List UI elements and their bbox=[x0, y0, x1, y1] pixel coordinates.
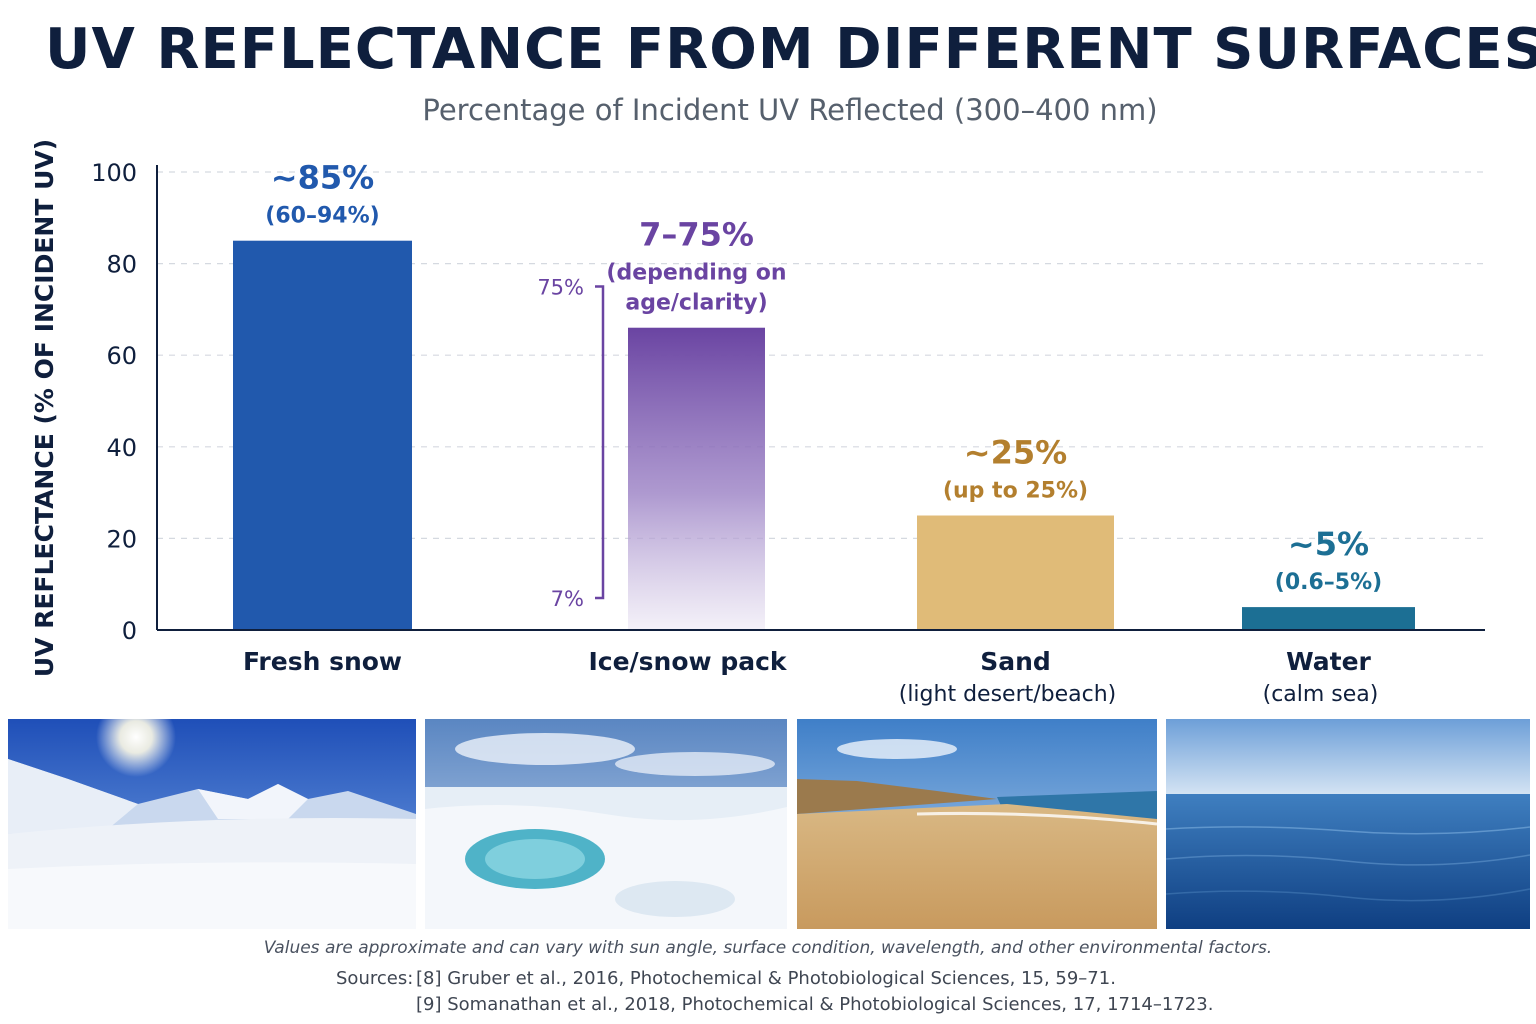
range-bracket bbox=[595, 285, 605, 600]
chart-subtitle: Percentage of Incident UV Reflected (300… bbox=[422, 93, 1158, 127]
range-label-low: 7% bbox=[551, 587, 584, 611]
source-item: [9] Somanathan et al., 2018, Photochemic… bbox=[416, 994, 1214, 1015]
x-tick-label: Ice/snow pack bbox=[588, 647, 787, 676]
x-tick-sublabel: (light desert/beach) bbox=[899, 682, 1117, 707]
data-label: ~25% bbox=[964, 434, 1067, 472]
bar-sand bbox=[917, 515, 1114, 630]
data-label-sub: (0.6–5%) bbox=[1275, 570, 1382, 595]
source-item: [8] Gruber et al., 2016, Photochemical &… bbox=[416, 968, 1116, 989]
fresh-snow-photo bbox=[8, 719, 416, 929]
y-tick-label: 40 bbox=[106, 434, 137, 462]
y-tick-label: 60 bbox=[106, 342, 137, 370]
sources: Sources: [8] Gruber et al., 2016, Photoc… bbox=[336, 966, 1213, 1018]
y-tick-label: 80 bbox=[106, 251, 137, 279]
data-label: ~5% bbox=[1288, 525, 1369, 563]
bar-water bbox=[1242, 607, 1415, 630]
chart-title: UV REFLECTANCE FROM DIFFERENT SURFACES bbox=[45, 17, 1536, 82]
range-label-high: 75% bbox=[537, 276, 584, 300]
x-tick-label: Water bbox=[1286, 647, 1371, 676]
y-tick-label: 100 bbox=[91, 159, 137, 187]
calm-sea-photo bbox=[1166, 719, 1530, 929]
data-label: ~85% bbox=[271, 159, 374, 197]
data-label-sub: (60–94%) bbox=[265, 204, 379, 229]
x-tick-label: Sand bbox=[980, 647, 1051, 676]
sand-beach-photo bbox=[797, 719, 1157, 929]
x-tick-sublabel: (calm sea) bbox=[1263, 682, 1379, 707]
ice-pack-photo bbox=[425, 719, 787, 929]
y-tick-label: 0 bbox=[122, 617, 137, 645]
y-tick-label: 20 bbox=[106, 525, 137, 553]
bar-fresh-snow bbox=[233, 240, 412, 630]
data-label-sub: age/clarity) bbox=[625, 291, 767, 316]
bar-ice-snow-pack bbox=[628, 327, 765, 630]
sources-label: Sources: bbox=[336, 968, 414, 989]
bar-chart: ~85% (60–94%) Fresh snow 7–75% (depending on… bbox=[30, 140, 1485, 707]
y-axis-label: UV REFLECTANCE (% OF INCIDENT UV) bbox=[30, 140, 59, 677]
data-label: 7–75% bbox=[639, 216, 754, 254]
x-tick-label: Fresh snow bbox=[243, 647, 402, 676]
data-label-sub: (depending on bbox=[606, 261, 786, 286]
data-label-sub: (up to 25%) bbox=[943, 479, 1088, 504]
footnote: Values are approximate and can vary with… bbox=[263, 938, 1273, 958]
